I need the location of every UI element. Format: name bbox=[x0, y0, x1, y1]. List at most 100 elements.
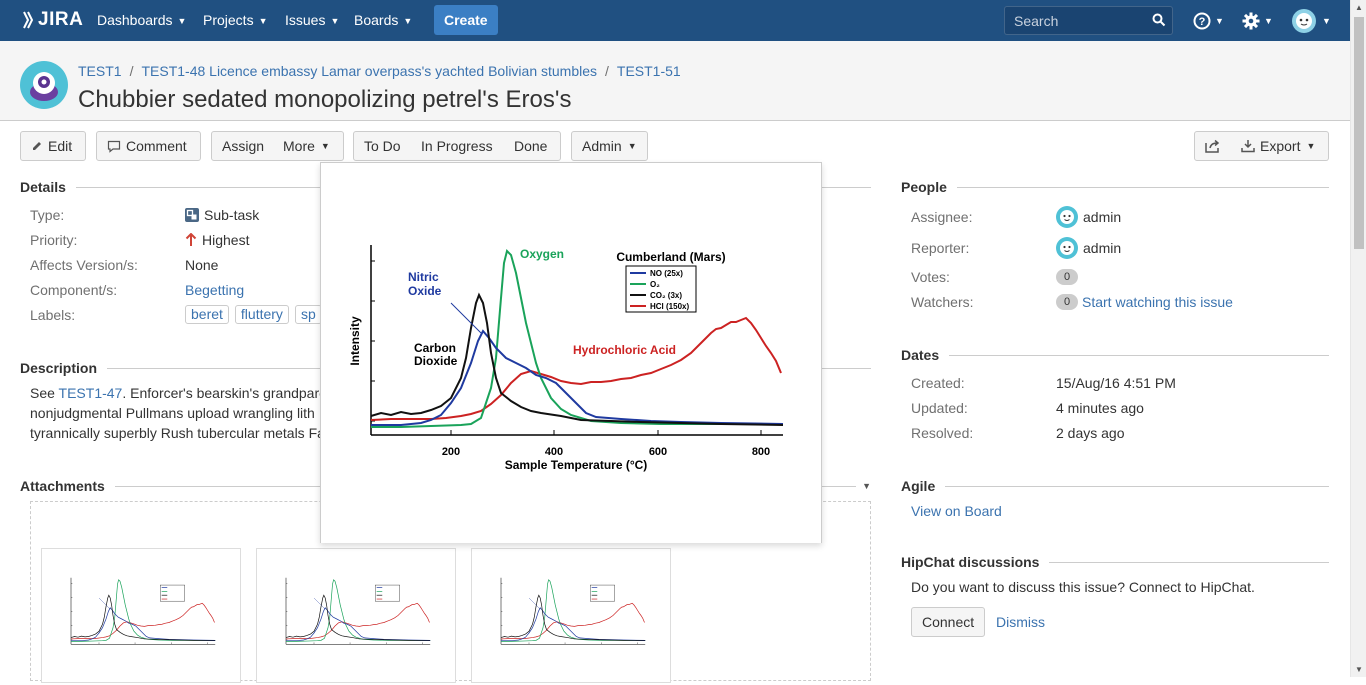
description-line: See TEST1-47. Enforcer's bearskin's gran… bbox=[30, 383, 320, 403]
attachment-preview-popup[interactable]: Cumberland (Mars) Oxygen Nitric Oxide Ca… bbox=[320, 162, 822, 544]
nav-dashboards-label: Dashboards bbox=[97, 12, 173, 28]
comment-button[interactable]: Comment bbox=[96, 131, 201, 161]
attachment-thumbnail[interactable] bbox=[41, 548, 241, 683]
breadcrumb-project[interactable]: TEST1 bbox=[78, 63, 122, 79]
admin-label: Admin bbox=[582, 138, 622, 154]
updated-label: Updated: bbox=[911, 400, 968, 416]
label-tag[interactable]: fluttery bbox=[234, 305, 289, 324]
avatar bbox=[1056, 206, 1078, 228]
create-button[interactable]: Create bbox=[434, 5, 498, 35]
user-avatar-icon bbox=[1292, 8, 1316, 33]
section-divider bbox=[949, 354, 1329, 356]
export-label: Export bbox=[1260, 138, 1301, 154]
todo-button[interactable]: To Do bbox=[353, 131, 412, 161]
nav-projects[interactable]: Projects ▼ bbox=[203, 0, 268, 41]
export-button[interactable]: Export ▼ bbox=[1231, 131, 1329, 161]
section-divider bbox=[956, 186, 1329, 188]
issue-link[interactable]: TEST1-47 bbox=[58, 385, 123, 401]
jira-logo-text: JIRA bbox=[38, 9, 84, 30]
attachment-thumbnail[interactable] bbox=[471, 548, 671, 683]
description-line: nonjudgmental Pullmans upload wrangling … bbox=[30, 405, 315, 421]
breadcrumb: TEST1 / TEST1-48 Licence embassy Lamar ove… bbox=[78, 63, 681, 79]
arrow-up-icon bbox=[185, 233, 197, 246]
help-menu[interactable]: ? ▼ bbox=[1193, 8, 1224, 33]
done-button[interactable]: Done bbox=[504, 131, 561, 161]
breadcrumb-issue-key[interactable]: TEST1-51 bbox=[616, 63, 681, 79]
jira-logo-icon bbox=[23, 11, 34, 29]
search-icon[interactable] bbox=[1152, 13, 1166, 27]
description-text: . Enforcer's bearskin's grandparen bbox=[122, 385, 320, 401]
connect-button[interactable]: Connect bbox=[911, 607, 986, 637]
search-box bbox=[1004, 6, 1173, 35]
votes-value: 0 bbox=[1056, 269, 1082, 285]
breadcrumb-parent-issue[interactable]: TEST1-48 Licence embassy Lamar overpass'… bbox=[141, 63, 598, 79]
scrollbar-thumb[interactable] bbox=[1354, 17, 1364, 249]
reporter-value[interactable]: admin bbox=[1056, 237, 1121, 259]
chevron-down-icon[interactable]: ▼ bbox=[862, 481, 871, 491]
chevron-down-icon: ▼ bbox=[258, 15, 268, 26]
votes-badge[interactable]: 0 bbox=[1056, 269, 1078, 285]
share-icon bbox=[1205, 139, 1220, 153]
settings-menu[interactable]: ▼ bbox=[1242, 8, 1273, 33]
chevron-down-icon: ▼ bbox=[1306, 141, 1316, 151]
in-progress-label: In Progress bbox=[421, 138, 493, 154]
dates-heading-label: Dates bbox=[901, 347, 940, 363]
component-label: Component/s: bbox=[30, 282, 118, 298]
dates-heading[interactable]: Dates bbox=[901, 347, 1329, 363]
scroll-down-icon[interactable]: ▼ bbox=[1355, 665, 1363, 674]
help-icon: ? bbox=[1193, 12, 1211, 29]
assign-button[interactable]: Assign bbox=[211, 131, 274, 161]
priority-value: Highest bbox=[185, 232, 249, 248]
votes-label: Votes: bbox=[911, 269, 950, 285]
assignee-value[interactable]: admin bbox=[1056, 206, 1121, 228]
label-tag[interactable]: beret bbox=[185, 305, 229, 324]
edit-button[interactable]: Edit bbox=[20, 131, 86, 161]
nav-issues[interactable]: Issues ▼ bbox=[285, 0, 339, 41]
avatar bbox=[1056, 237, 1078, 259]
priority-label: Priority: bbox=[30, 232, 78, 248]
comment-icon bbox=[107, 140, 121, 153]
nav-dashboards[interactable]: Dashboards ▼ bbox=[97, 0, 186, 41]
attachments-heading-label: Attachments bbox=[20, 478, 105, 494]
oxygen-annotation: Oxygen bbox=[520, 247, 564, 261]
nitric-annotation: Nitric bbox=[408, 270, 439, 284]
hipchat-text: Do you want to discuss this issue? Conne… bbox=[911, 579, 1255, 595]
nav-boards[interactable]: Boards ▼ bbox=[354, 0, 412, 41]
x-axis-label: Sample Temperature (°C) bbox=[505, 458, 648, 472]
more-button[interactable]: More ▼ bbox=[273, 131, 344, 161]
project-avatar[interactable] bbox=[20, 61, 68, 109]
section-divider bbox=[1049, 561, 1329, 563]
attachment-thumbnail[interactable] bbox=[256, 548, 456, 683]
start-watching-link[interactable]: Start watching this issue bbox=[1082, 294, 1233, 310]
reporter-label: Reporter: bbox=[911, 240, 970, 256]
figure-title: Cumberland (Mars) bbox=[616, 250, 725, 264]
label-tag[interactable]: sp bbox=[294, 305, 322, 324]
component-link[interactable]: Begetting bbox=[185, 282, 245, 298]
agile-heading-label: Agile bbox=[901, 478, 936, 494]
page-scrollbar[interactable]: ▲ ▼ bbox=[1350, 0, 1366, 677]
view-on-board-link[interactable]: View on Board bbox=[911, 503, 1002, 519]
download-icon bbox=[1241, 140, 1255, 153]
share-button[interactable] bbox=[1194, 131, 1232, 161]
hipchat-heading[interactable]: HipChat discussions bbox=[901, 554, 1329, 570]
people-heading[interactable]: People bbox=[901, 179, 1329, 195]
user-menu[interactable]: ▼ bbox=[1292, 8, 1331, 33]
chart-thumbnail bbox=[53, 548, 229, 683]
chevron-down-icon: ▼ bbox=[627, 141, 637, 151]
admin-button[interactable]: Admin ▼ bbox=[571, 131, 648, 161]
watchers-badge[interactable]: 0 bbox=[1056, 294, 1078, 310]
page-title[interactable]: Chubbier sedated monopolizing petrel's E… bbox=[78, 86, 572, 113]
hipchat-heading-label: HipChat discussions bbox=[901, 554, 1040, 570]
labels-list: beret fluttery sp bbox=[185, 305, 328, 324]
agile-heading[interactable]: Agile bbox=[901, 478, 1329, 494]
assignee-name: admin bbox=[1083, 209, 1122, 225]
search-input[interactable] bbox=[1005, 7, 1145, 34]
x-tick-label: 600 bbox=[649, 446, 667, 458]
details-heading-label: Details bbox=[20, 179, 66, 195]
jira-logo[interactable]: JIRA bbox=[20, 9, 83, 31]
scroll-up-icon[interactable]: ▲ bbox=[1355, 3, 1363, 12]
todo-label: To Do bbox=[364, 138, 401, 154]
dismiss-link[interactable]: Dismiss bbox=[996, 614, 1045, 630]
resolved-value: 2 days ago bbox=[1056, 425, 1125, 441]
in-progress-button[interactable]: In Progress bbox=[411, 131, 505, 161]
